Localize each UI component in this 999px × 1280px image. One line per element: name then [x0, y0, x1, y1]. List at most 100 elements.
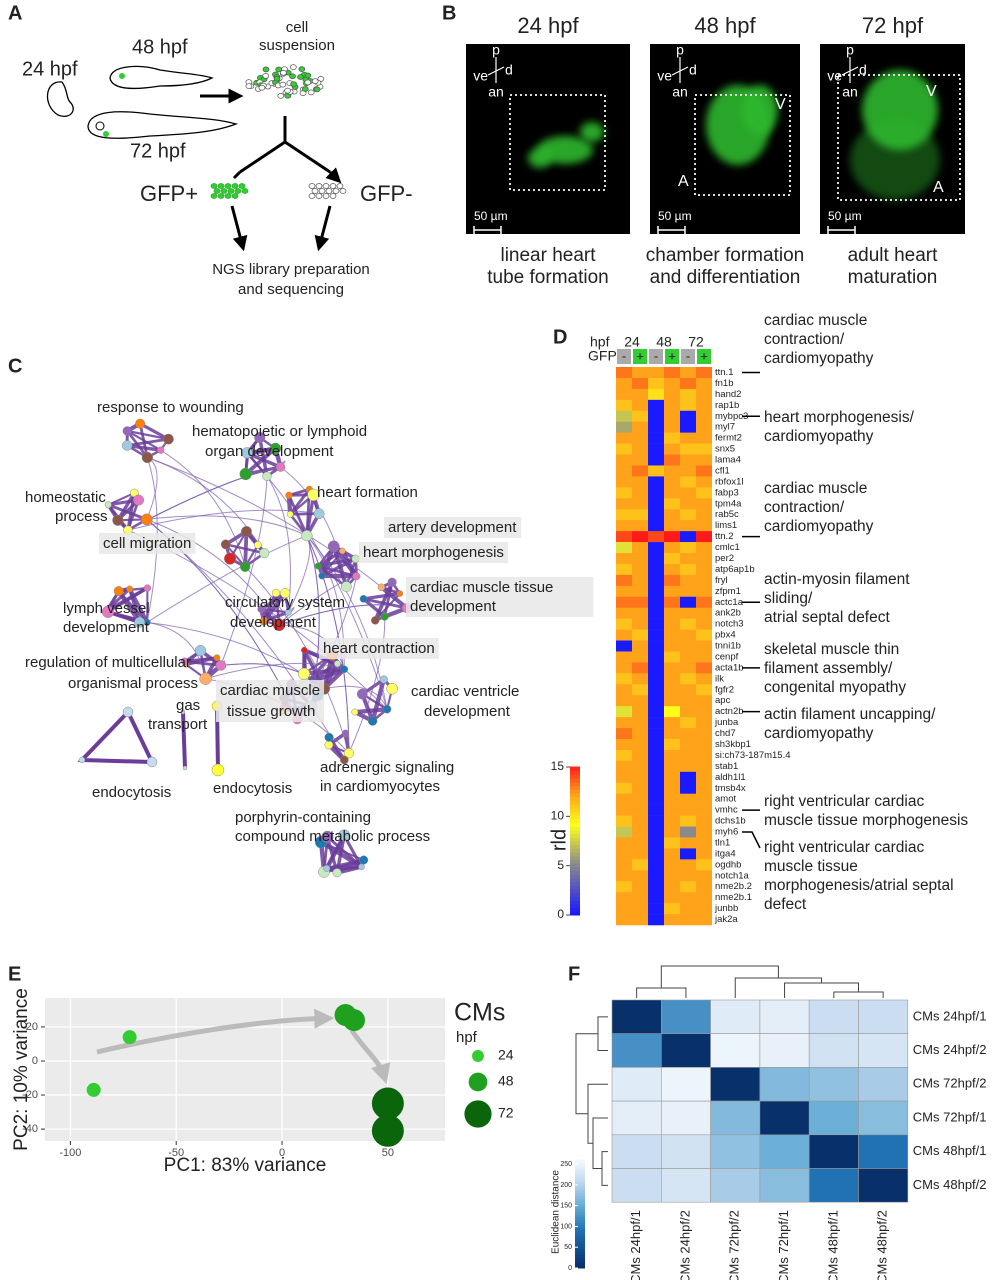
heatmap-cell — [632, 881, 648, 893]
network-node — [180, 709, 186, 715]
network-node — [143, 584, 152, 592]
heatmap-cell — [696, 684, 712, 696]
heatmap-cell — [648, 848, 664, 860]
colorbar-segment — [575, 1227, 585, 1231]
heatmap-cell — [680, 432, 696, 444]
heatmap-cell — [680, 607, 696, 619]
heatmap-cell — [680, 388, 696, 401]
heatmap-cell — [632, 914, 648, 926]
y-tick-label: -40 — [22, 1123, 38, 1135]
term-highlight — [99, 532, 196, 554]
roi-box — [694, 94, 791, 196]
heatmap-cell — [632, 498, 648, 510]
colorbar-segment — [575, 1186, 585, 1191]
heatmap-cell — [616, 859, 632, 871]
gene-label: hand2 — [715, 389, 741, 400]
heatmap-cell — [611, 1100, 662, 1136]
heatmap-cell — [664, 804, 680, 816]
network-edge — [127, 429, 169, 441]
heatmap-cell — [616, 914, 632, 926]
go-term: development — [410, 598, 497, 615]
cell — [213, 188, 221, 194]
orientation-label: d — [505, 62, 513, 78]
gene-label: aldh1l1 — [715, 772, 746, 783]
heatmap-cell — [616, 531, 632, 543]
orientation-label: ve — [657, 68, 672, 84]
dendrogram — [636, 965, 884, 998]
heatmap-cell — [696, 826, 712, 838]
network-node — [126, 585, 134, 593]
gfp-signal — [528, 148, 552, 168]
network-edge — [278, 604, 407, 626]
heatmap-cell — [648, 914, 664, 926]
heatmap-cell — [680, 574, 696, 587]
colorbar-segment — [575, 1170, 585, 1174]
heatmap-cell — [680, 717, 696, 729]
fraction-label: GFP- — [360, 181, 413, 206]
cell — [210, 193, 218, 199]
group-label: 48 — [656, 334, 672, 350]
heatmap-cell — [696, 476, 712, 488]
colorbar-segment — [570, 833, 580, 838]
arrow — [232, 172, 336, 178]
heatmap-cell — [616, 760, 632, 773]
heatmap-cell — [648, 662, 664, 674]
network-edge — [317, 557, 356, 568]
heatmap-cell — [648, 596, 664, 609]
go-term: cardiac muscle tissue — [410, 579, 553, 596]
annotation: cardiomyopathy — [764, 518, 874, 535]
row-label: CMs 72hpf/2 — [913, 1076, 987, 1091]
heatmap-cell — [632, 553, 648, 565]
heatmap-cell — [664, 739, 680, 751]
gene-label: nme2b.2 — [715, 881, 752, 892]
heatmap-cell — [648, 771, 664, 784]
heatmap-cell — [648, 399, 664, 412]
row-label: CMs 24hpf/1 — [913, 1008, 987, 1023]
point — [342, 1009, 365, 1032]
y-tick-label: 0 — [32, 1055, 38, 1067]
heatmap-cell — [696, 695, 712, 707]
heatmap-cell — [632, 859, 648, 871]
gfp-cell — [649, 349, 663, 364]
go-term: organismal process — [68, 675, 198, 692]
image-caption: linear heart — [500, 245, 596, 266]
heatmap-cell — [696, 443, 712, 455]
heatmap-cell — [616, 815, 632, 827]
annotation: congenital myopathy — [764, 679, 906, 696]
colorbar-segment — [570, 870, 580, 875]
heatmap-cell — [664, 607, 680, 619]
network-node — [254, 431, 266, 444]
network-node — [333, 660, 341, 668]
go-term: porphyrin-containing — [235, 809, 371, 826]
cell — [273, 75, 281, 82]
heatmap-cell — [616, 826, 632, 838]
heatmap-cell — [680, 640, 696, 652]
step-label: NGS library preparation — [212, 261, 370, 278]
heatmap-cell — [664, 421, 680, 433]
colorbar-segment — [575, 1173, 585, 1177]
heatmap-cell — [632, 509, 648, 521]
colorbar-segment — [570, 807, 580, 812]
heatmap-cell — [616, 410, 632, 423]
heatmap-cell — [696, 804, 712, 816]
heatmap-cell — [648, 760, 664, 773]
gene-label: tln1 — [715, 837, 730, 848]
network-node — [359, 595, 368, 603]
heatmap-cell — [616, 651, 632, 663]
heatmap-cell — [680, 618, 696, 630]
network-edge — [306, 535, 350, 754]
column-label: CMs 48hpf/1 — [825, 1210, 840, 1280]
heatmap-cell — [858, 999, 909, 1035]
colorbar-segment — [575, 1232, 585, 1237]
colorbar-segment — [570, 862, 580, 868]
heatmap-cell — [632, 531, 648, 543]
heatmap-cell — [632, 837, 648, 849]
term-highlight — [319, 637, 439, 659]
gfp-sign: - — [622, 348, 626, 363]
heatmap-cell — [616, 662, 632, 674]
heatmap-cell — [632, 476, 648, 488]
colorbar-segment — [570, 792, 580, 798]
annotation: contraction/ — [764, 331, 845, 348]
colorbar-segment — [575, 1164, 585, 1169]
legend-swatch — [472, 1050, 484, 1062]
